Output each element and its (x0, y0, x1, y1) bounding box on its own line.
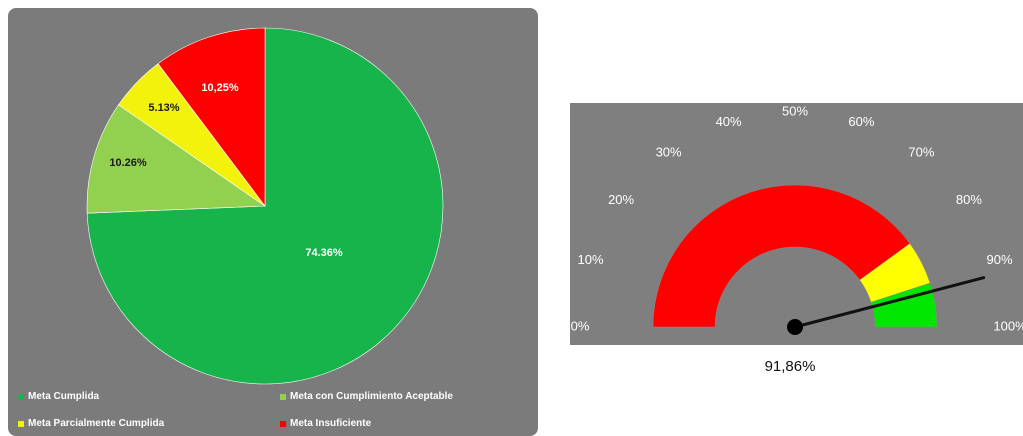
gauge-chart: 0% 10% 20% 30% 40% 50% 60% 70% 80% 90% 100% (571, 103, 1023, 335)
gauge-tick-label: 80% (956, 192, 982, 207)
legend-item: Meta con Cumplimiento Aceptable (280, 391, 453, 402)
gauge-tick-label: 30% (656, 145, 682, 160)
legend-item: Meta Insuficiente (280, 418, 371, 429)
pie-data-label: 74.36% (305, 247, 343, 259)
gauge-tick-label: 0% (571, 318, 590, 333)
pie-chart-panel: 74.36% 10.26% 5.13% 10,25% Meta Cumplida Me… (8, 8, 538, 436)
legend-label: Meta con Cumplimiento Aceptable (290, 391, 453, 402)
legend-label: Meta Cumplida (28, 391, 100, 402)
legend-item: Meta Cumplida (18, 391, 99, 402)
gauge-tick-label: 100% (993, 318, 1023, 333)
pie-data-label: 10,25% (201, 82, 239, 94)
legend-swatch (18, 393, 24, 400)
gauge-tick-label: 90% (986, 252, 1012, 267)
gauge-needle (793, 276, 986, 329)
pie-slice (157, 27, 266, 207)
legend-item: Meta Parcialmente Cumplida (18, 418, 164, 429)
gauge-value-label: 91,86% (764, 358, 816, 375)
legend-swatch (18, 420, 24, 427)
legend-swatch (280, 420, 286, 427)
pie-data-label: 5.13% (148, 102, 179, 114)
gauge-tick-label: 10% (577, 252, 603, 267)
gauge-tick-label: 70% (908, 145, 934, 160)
pie-data-label: 10.26% (109, 157, 147, 169)
legend-label: Meta Parcialmente Cumplida (28, 418, 165, 429)
gauge-panel: 0% 10% 20% 30% 40% 50% 60% 70% 80% 90% 100% (570, 103, 1023, 345)
pie-chart: 74.36% 10.26% 5.13% 10,25% (86, 27, 444, 385)
gauge-needle-hub (787, 319, 803, 335)
gauge-tick-label: 60% (848, 114, 874, 129)
gauge-tick-label: 40% (716, 114, 742, 129)
gauge-band (652, 184, 911, 328)
legend-swatch (280, 393, 286, 400)
legend-label: Meta Insuficiente (290, 418, 372, 429)
pie-slice (86, 104, 266, 214)
gauge-tick-label: 20% (608, 192, 634, 207)
gauge-tick-label: 50% (782, 103, 808, 118)
